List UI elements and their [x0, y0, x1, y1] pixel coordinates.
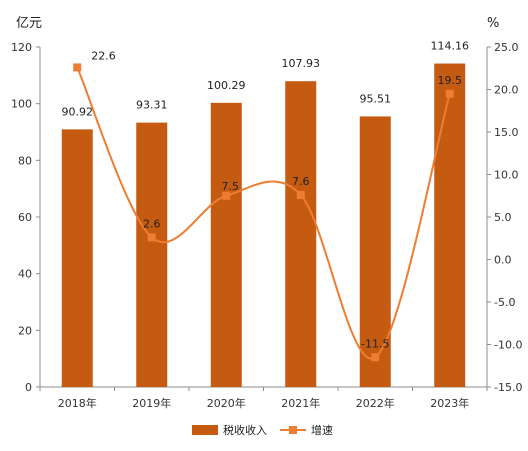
bar [210, 102, 242, 387]
line-data-label: 7.6 [292, 175, 310, 188]
y-right-tick-label: -10.0 [494, 339, 522, 352]
y-right-tick-label: 15.0 [494, 126, 519, 139]
line-point [445, 89, 454, 98]
x-tick-label: 2018年 [58, 396, 97, 410]
x-tick-label: 2022年 [356, 396, 395, 410]
legend-line-marker [289, 426, 297, 434]
bar [285, 81, 317, 387]
bar-data-label: 90.92 [62, 105, 94, 118]
x-tick-label: 2020年 [207, 396, 246, 410]
line-data-label: 19.5 [438, 74, 463, 87]
y-right-tick-label: 5.0 [494, 211, 512, 224]
y-left-tick-label: 100 [11, 98, 32, 111]
y-right-tick-label: 20.0 [494, 84, 519, 97]
y-left-tick-label: 120 [11, 41, 32, 54]
bar-data-label: 107.93 [282, 57, 321, 70]
line-data-label: 2.6 [143, 217, 161, 230]
line-point [296, 190, 305, 199]
line-point [222, 191, 231, 200]
y-right-tick-label: 25.0 [494, 41, 519, 54]
x-tick-label: 2021年 [281, 396, 320, 410]
y-right-tick-label: 0.0 [494, 254, 512, 267]
x-tick-label: 2019年 [132, 396, 171, 410]
legend-bar-label: 税收收入 [223, 423, 267, 437]
bar-data-label: 100.29 [207, 79, 246, 92]
y-left-tick-label: 80 [18, 154, 32, 167]
line-data-label: -11.5 [361, 337, 389, 350]
y-right-tick-label: 10.0 [494, 169, 519, 182]
bar [434, 63, 466, 388]
bar-data-label: 93.31 [136, 99, 168, 112]
line-point [371, 353, 380, 362]
bar [61, 129, 93, 388]
legend-line-label: 增速 [311, 423, 333, 437]
y-left-tick-label: 40 [18, 268, 32, 281]
x-tick-label: 2023年 [430, 396, 469, 410]
y-left-tick-label: 60 [18, 211, 32, 224]
y-right-tick-label: -15.0 [494, 381, 522, 394]
line-data-label: 7.5 [222, 180, 240, 193]
line-point [147, 233, 156, 242]
y-left-tick-label: 20 [18, 324, 32, 337]
y-right-unit: % [487, 16, 499, 31]
line-point [73, 63, 82, 72]
y-left-unit: 亿元 [16, 16, 42, 31]
bar-data-label: 95.51 [360, 92, 392, 105]
y-right-tick-label: -5.0 [494, 296, 515, 309]
y-left-tick-label: 0 [25, 381, 32, 394]
bar [136, 122, 168, 387]
legend-bar-swatch [192, 425, 218, 435]
line-data-label: 22.6 [91, 49, 116, 62]
growth-line [76, 66, 451, 360]
bar-data-label: 114.16 [431, 40, 470, 53]
